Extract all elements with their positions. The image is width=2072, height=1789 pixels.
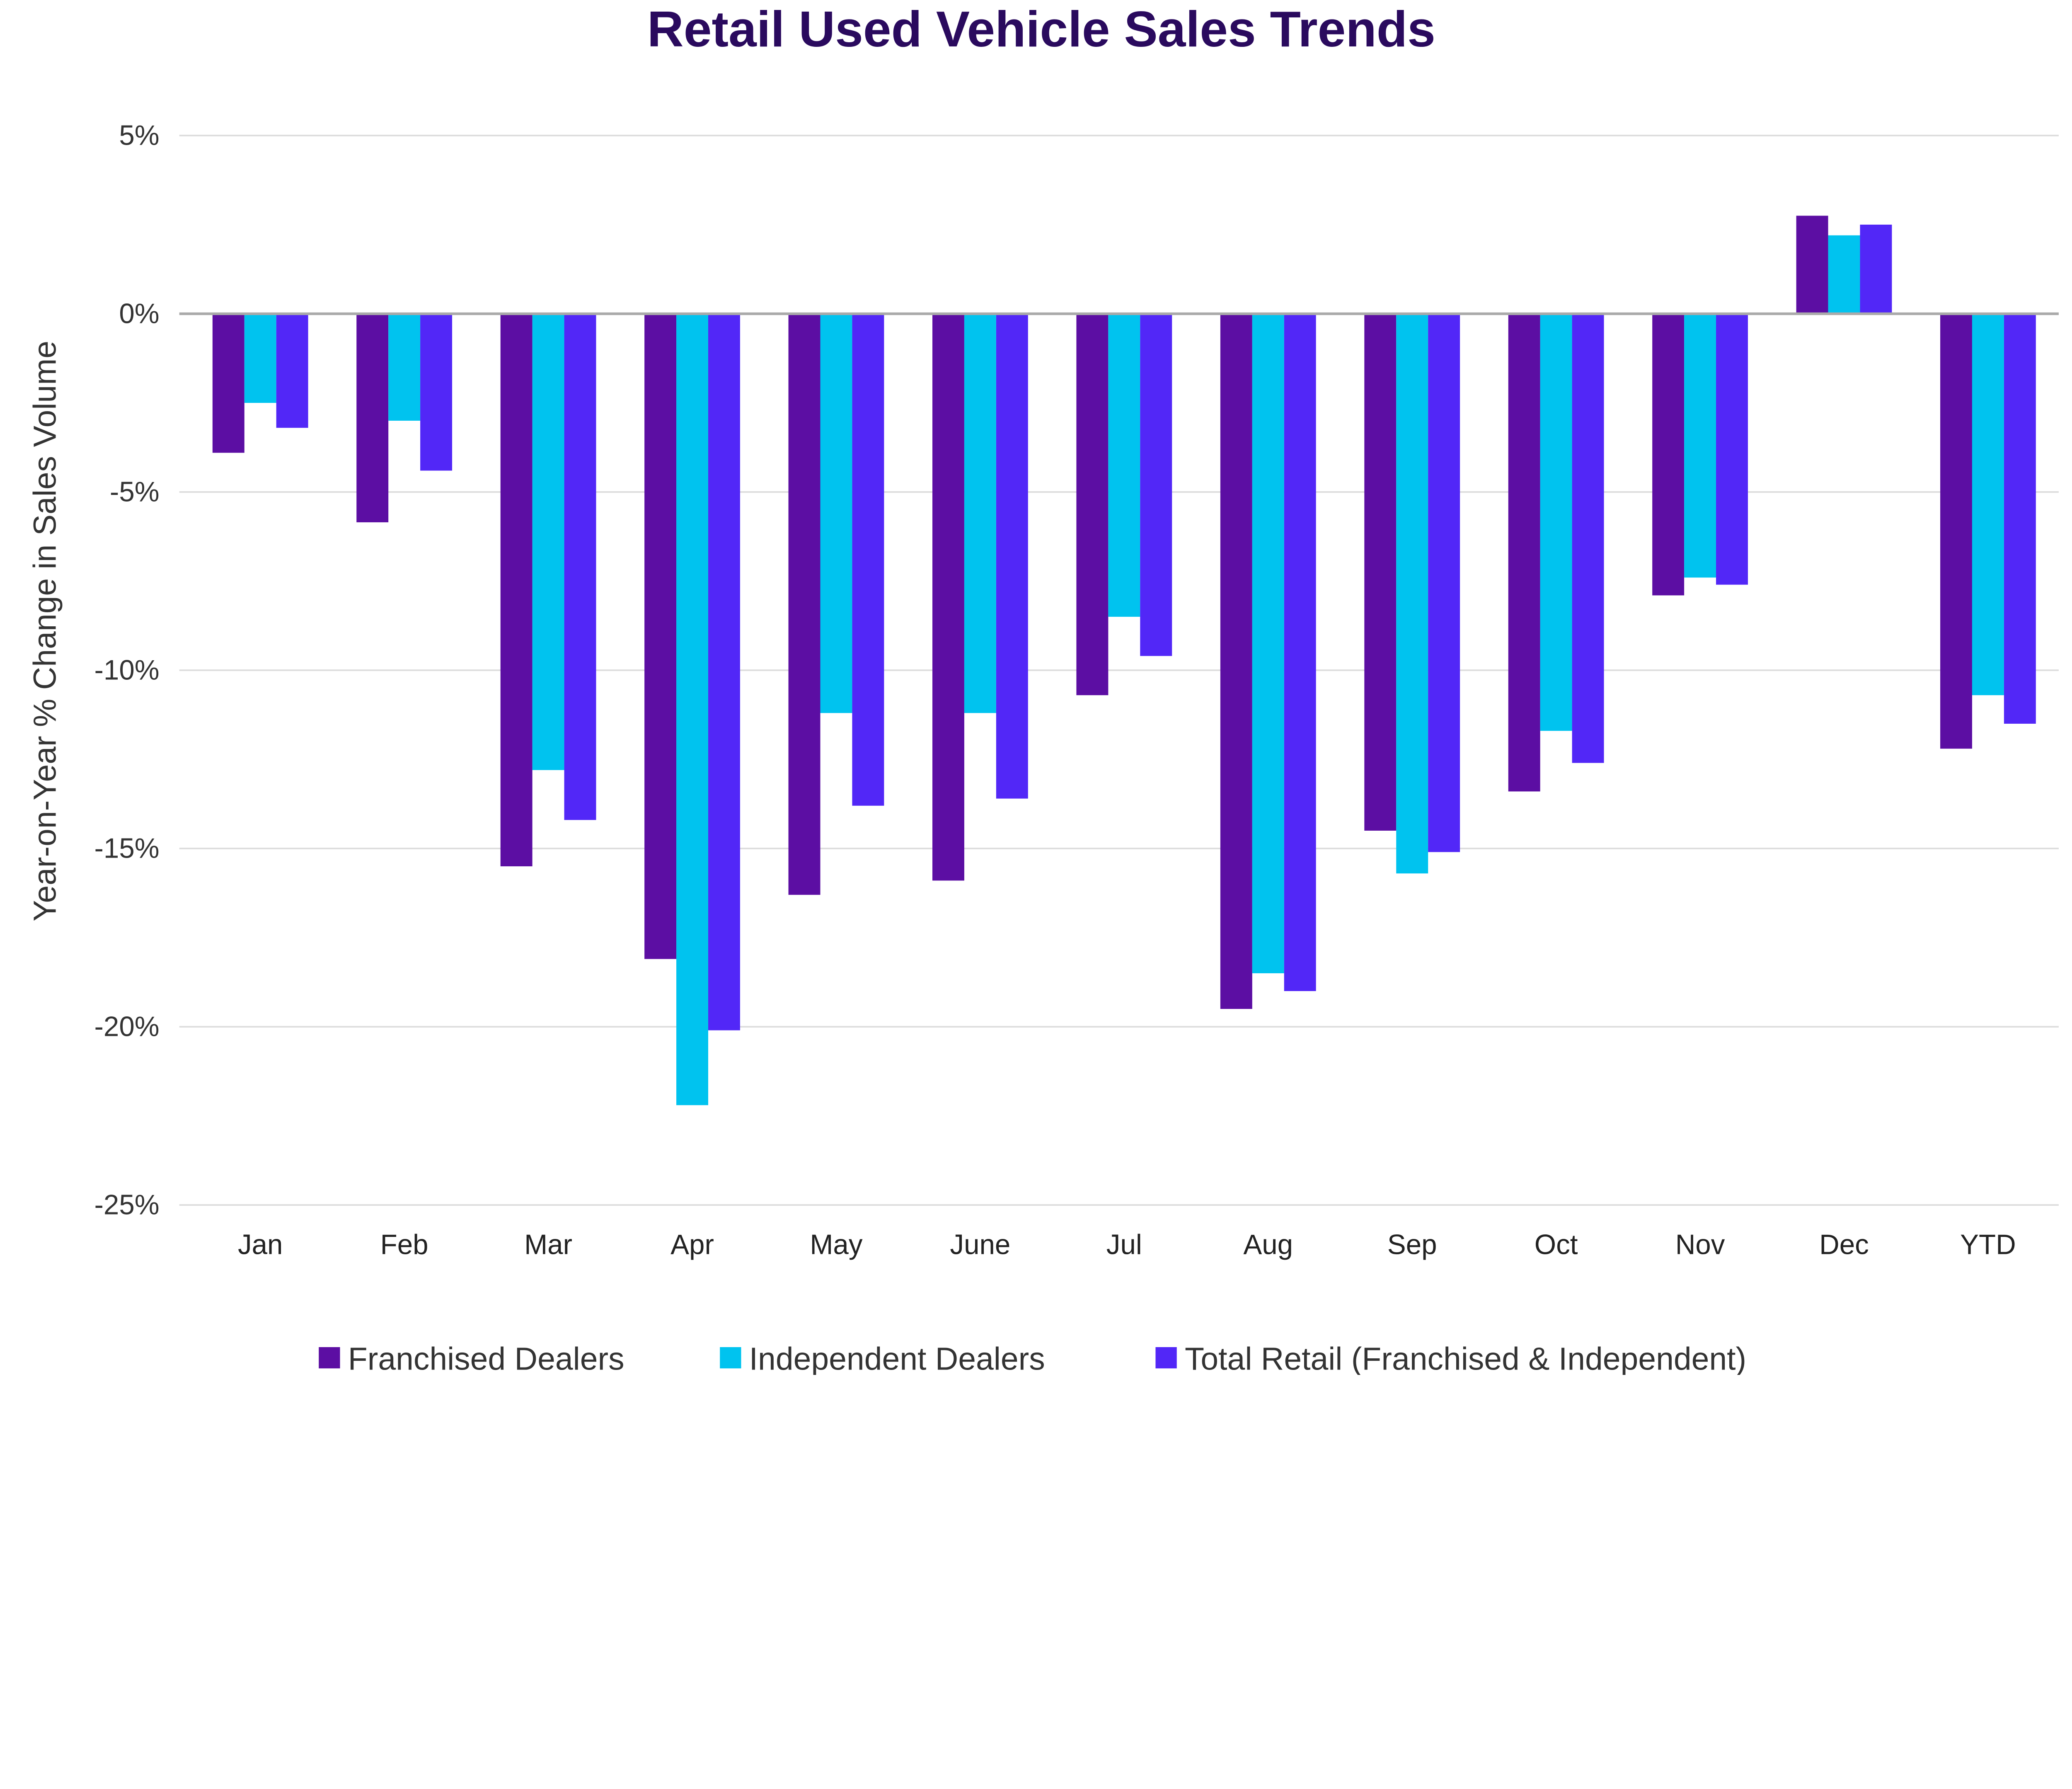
x-tick-label: Jan bbox=[238, 1229, 283, 1261]
x-tick-label: Dec bbox=[1819, 1229, 1869, 1261]
y-axis-ticks: 5% 0% -5% -10% -15% -20% -25% bbox=[94, 120, 160, 1220]
x-tick-label: Mar bbox=[524, 1229, 572, 1261]
legend-swatch bbox=[319, 1347, 340, 1369]
x-tick-label: June bbox=[950, 1229, 1010, 1261]
y-tick-label: -25% bbox=[94, 1189, 160, 1220]
y-tick-label: -20% bbox=[94, 1011, 160, 1042]
bar-total-retail-franchised-independent-mar bbox=[564, 313, 596, 820]
bar-independent-dealers-june bbox=[964, 313, 996, 713]
bar-total-retail-franchised-independent-sep bbox=[1428, 313, 1460, 852]
x-tick-label: Nov bbox=[1675, 1229, 1725, 1261]
bar-franchised-dealers-jul bbox=[1076, 313, 1109, 696]
bar-franchised-dealers-jan bbox=[212, 313, 244, 453]
bar-total-retail-franchised-independent-jul bbox=[1140, 313, 1172, 656]
chart-title: Retail Used Vehicle Sales Trends bbox=[647, 1, 1435, 57]
x-tick-label: Oct bbox=[1535, 1229, 1578, 1261]
y-tick-label: -15% bbox=[94, 833, 160, 864]
x-tick-label: YTD bbox=[1960, 1229, 2016, 1261]
x-tick-label: Aug bbox=[1243, 1229, 1293, 1261]
legend: Franchised Dealers Independent Dealers Tot… bbox=[319, 1341, 1746, 1375]
bar-independent-dealers-nov bbox=[1684, 313, 1716, 578]
bar-total-retail-franchised-independent-dec bbox=[1860, 224, 1892, 314]
bar-total-retail-franchised-independent-june bbox=[996, 313, 1028, 799]
bar-independent-dealers-aug bbox=[1252, 313, 1284, 974]
bar-total-retail-franchised-independent-oct bbox=[1572, 313, 1604, 763]
bar-independent-dealers-feb bbox=[388, 313, 421, 421]
bar-franchised-dealers-aug bbox=[1220, 313, 1252, 1009]
y-tick-label: 0% bbox=[119, 298, 159, 329]
bar-independent-dealers-may bbox=[820, 313, 852, 713]
bar-independent-dealers-dec bbox=[1828, 235, 1860, 314]
bar-independent-dealers-oct bbox=[1540, 313, 1572, 731]
bar-total-retail-franchised-independent-aug bbox=[1284, 313, 1316, 991]
y-axis-label: Year-on-Year % Change in Sales Volume bbox=[27, 341, 63, 921]
x-tick-label: Sep bbox=[1387, 1229, 1437, 1261]
bar-independent-dealers-ytd bbox=[1972, 313, 2004, 696]
x-tick-label: Apr bbox=[670, 1229, 714, 1261]
bar-franchised-dealers-june bbox=[932, 313, 964, 881]
y-tick-label: -10% bbox=[94, 655, 160, 686]
bar-independent-dealers-apr bbox=[676, 313, 708, 1105]
bar-franchised-dealers-ytd bbox=[1940, 313, 1972, 749]
bar-franchised-dealers-sep bbox=[1364, 313, 1397, 831]
bar-franchised-dealers-mar bbox=[500, 313, 533, 867]
legend-label: Independent Dealers bbox=[749, 1341, 1045, 1375]
bar-independent-dealers-mar bbox=[532, 313, 564, 770]
bar-total-retail-franchised-independent-jan bbox=[276, 313, 308, 428]
bar-franchised-dealers-oct bbox=[1508, 313, 1540, 792]
gridlines bbox=[179, 134, 2059, 1206]
bar-total-retail-franchised-independent-apr bbox=[708, 313, 740, 1030]
y-tick-label: -5% bbox=[110, 476, 160, 507]
bar-total-retail-franchised-independent-feb bbox=[420, 313, 453, 471]
legend-label: Total Retail (Franchised & Independent) bbox=[1185, 1341, 1746, 1375]
x-tick-label: Jul bbox=[1106, 1229, 1142, 1261]
x-tick-label: Feb bbox=[380, 1229, 428, 1261]
y-tick-label: 5% bbox=[119, 120, 159, 151]
bar-franchised-dealers-feb bbox=[356, 313, 389, 523]
bar-total-retail-franchised-independent-may bbox=[852, 313, 884, 806]
bar-total-retail-franchised-independent-nov bbox=[1716, 313, 1748, 585]
bar-independent-dealers-jul bbox=[1108, 313, 1140, 617]
bar-franchised-dealers-apr bbox=[644, 313, 677, 959]
bar-total-retail-franchised-independent-ytd bbox=[2004, 313, 2036, 724]
bar-independent-dealers-jan bbox=[244, 313, 276, 403]
legend-swatch bbox=[720, 1347, 741, 1369]
bars bbox=[212, 216, 2036, 1105]
legend-swatch bbox=[1155, 1347, 1177, 1369]
bar-independent-dealers-sep bbox=[1396, 313, 1428, 874]
bar-chart: Retail Used Vehicle Sales Trends 5% 0% -5%… bbox=[27, 1, 2059, 1375]
x-tick-label: May bbox=[810, 1229, 862, 1261]
bar-franchised-dealers-nov bbox=[1652, 313, 1685, 596]
bar-franchised-dealers-may bbox=[788, 313, 821, 895]
x-axis-labels: Jan Feb Mar Apr May June Jul Aug Sep Oct Nov Dec YTD bbox=[238, 1229, 2016, 1261]
legend-label: Franchised Dealers bbox=[348, 1341, 625, 1375]
bar-franchised-dealers-dec bbox=[1796, 216, 1828, 314]
